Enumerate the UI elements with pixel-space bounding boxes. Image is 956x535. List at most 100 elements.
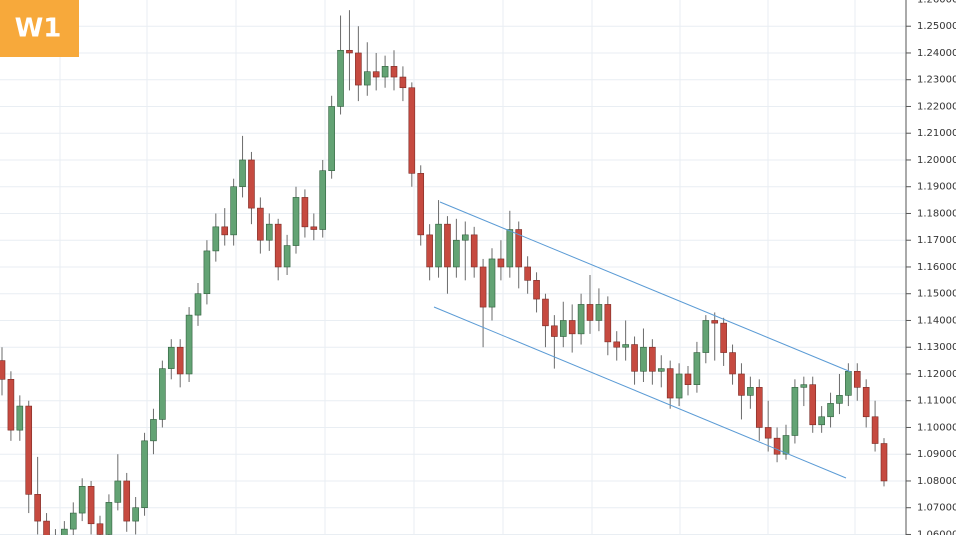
candle-body: [568, 320, 576, 335]
channel-lower-line: [433, 306, 847, 479]
candle-body: [764, 427, 772, 439]
candle-body: [346, 49, 353, 54]
candle-body: [328, 106, 335, 171]
candle-body: [862, 387, 870, 418]
candle-body: [239, 159, 246, 188]
candles: [0, 10, 888, 535]
time-grid: [59, 0, 856, 535]
candle-body: [230, 186, 237, 236]
y-tick-label: 1.09000: [917, 449, 956, 460]
candle-body: [702, 320, 710, 353]
y-tick-label: 1.22000: [917, 101, 956, 112]
candle-body: [827, 403, 834, 418]
candle-body: [123, 480, 131, 522]
y-tick-label: 1.19000: [917, 182, 956, 193]
candle-body: [185, 314, 193, 375]
candle-body: [69, 512, 77, 530]
candle-body: [372, 71, 380, 78]
candle-body: [444, 223, 451, 268]
y-tick-label: 1.10000: [917, 422, 956, 433]
candle-body: [426, 234, 433, 268]
candle-body: [212, 226, 220, 252]
candle-body: [818, 416, 825, 426]
candle-body: [613, 341, 621, 348]
candle-body: [417, 173, 425, 236]
candle-body: [809, 384, 817, 426]
candle-body: [408, 87, 416, 174]
candle-body: [337, 49, 344, 107]
price-grid: [0, 25, 906, 535]
y-tick-label: 1.26000: [917, 0, 956, 5]
candle-body: [622, 344, 629, 348]
y-tick-label: 1.16000: [917, 262, 956, 273]
candle-body: [720, 322, 727, 353]
candle-body: [533, 280, 540, 300]
candle-body: [836, 395, 843, 404]
timeframe-label: W1: [15, 14, 62, 44]
candle-body: [649, 346, 656, 372]
candle-body: [435, 223, 442, 268]
candle-body: [595, 304, 603, 321]
y-tick-label: 1.24000: [917, 48, 956, 59]
candle-body: [461, 234, 469, 241]
candle-body: [399, 76, 407, 89]
candle-body: [176, 346, 184, 375]
candle-body: [773, 437, 781, 455]
candle-body: [666, 368, 674, 399]
candle-body: [78, 486, 86, 514]
candle-body: [265, 223, 273, 241]
candle-body: [167, 346, 175, 369]
candle-body: [738, 373, 745, 396]
candle-body: [381, 66, 389, 78]
channel-upper-line: [439, 201, 852, 373]
candle-body: [871, 416, 879, 444]
candle-body: [586, 304, 594, 321]
candle-body: [301, 197, 309, 228]
candle-body: [61, 528, 68, 535]
candle-body: [105, 502, 113, 535]
candle-body: [845, 370, 852, 396]
y-tick-label: 1.08000: [917, 476, 956, 487]
candle-body: [479, 266, 487, 308]
candle-body: [631, 344, 638, 372]
candle-body: [853, 370, 861, 388]
candle-body: [791, 387, 799, 436]
candle-body: [25, 405, 33, 495]
candle-body: [470, 234, 478, 268]
candle-body: [782, 435, 790, 455]
candle-body: [488, 258, 496, 308]
candle-body: [640, 346, 647, 372]
candle-body: [274, 223, 282, 268]
candle-body: [729, 352, 736, 375]
candle-body: [800, 384, 808, 388]
candle-body: [0, 360, 6, 380]
candle-body: [34, 494, 41, 522]
candle-body: [248, 159, 255, 209]
y-tick-label: 1.11000: [917, 396, 956, 407]
candle-body: [577, 304, 585, 335]
candle-body: [711, 320, 719, 324]
candle-body: [390, 66, 398, 78]
y-tick-label: 1.15000: [917, 289, 956, 300]
price-axis: 1.06000 1.07000 1.08000 1.09000 1.10000 1.110…: [906, 0, 956, 535]
y-tick-label: 1.06000: [917, 529, 956, 535]
candle-body: [141, 440, 148, 509]
y-tick-label: 1.17000: [917, 235, 956, 246]
candle-body: [283, 245, 291, 268]
candle-body: [203, 250, 211, 295]
candle-body: [880, 443, 888, 482]
channel: [433, 201, 852, 479]
timeframe-badge: [0, 0, 79, 57]
y-tick-label: 1.18000: [917, 208, 956, 219]
candle-body: [96, 523, 104, 535]
candle-body: [542, 298, 549, 327]
candle-body: [114, 480, 122, 503]
candle-body: [150, 419, 157, 442]
y-tick-label: 1.25000: [917, 21, 956, 32]
candle-body: [16, 405, 24, 431]
candle-body: [257, 207, 264, 241]
candle-body: [559, 320, 567, 337]
